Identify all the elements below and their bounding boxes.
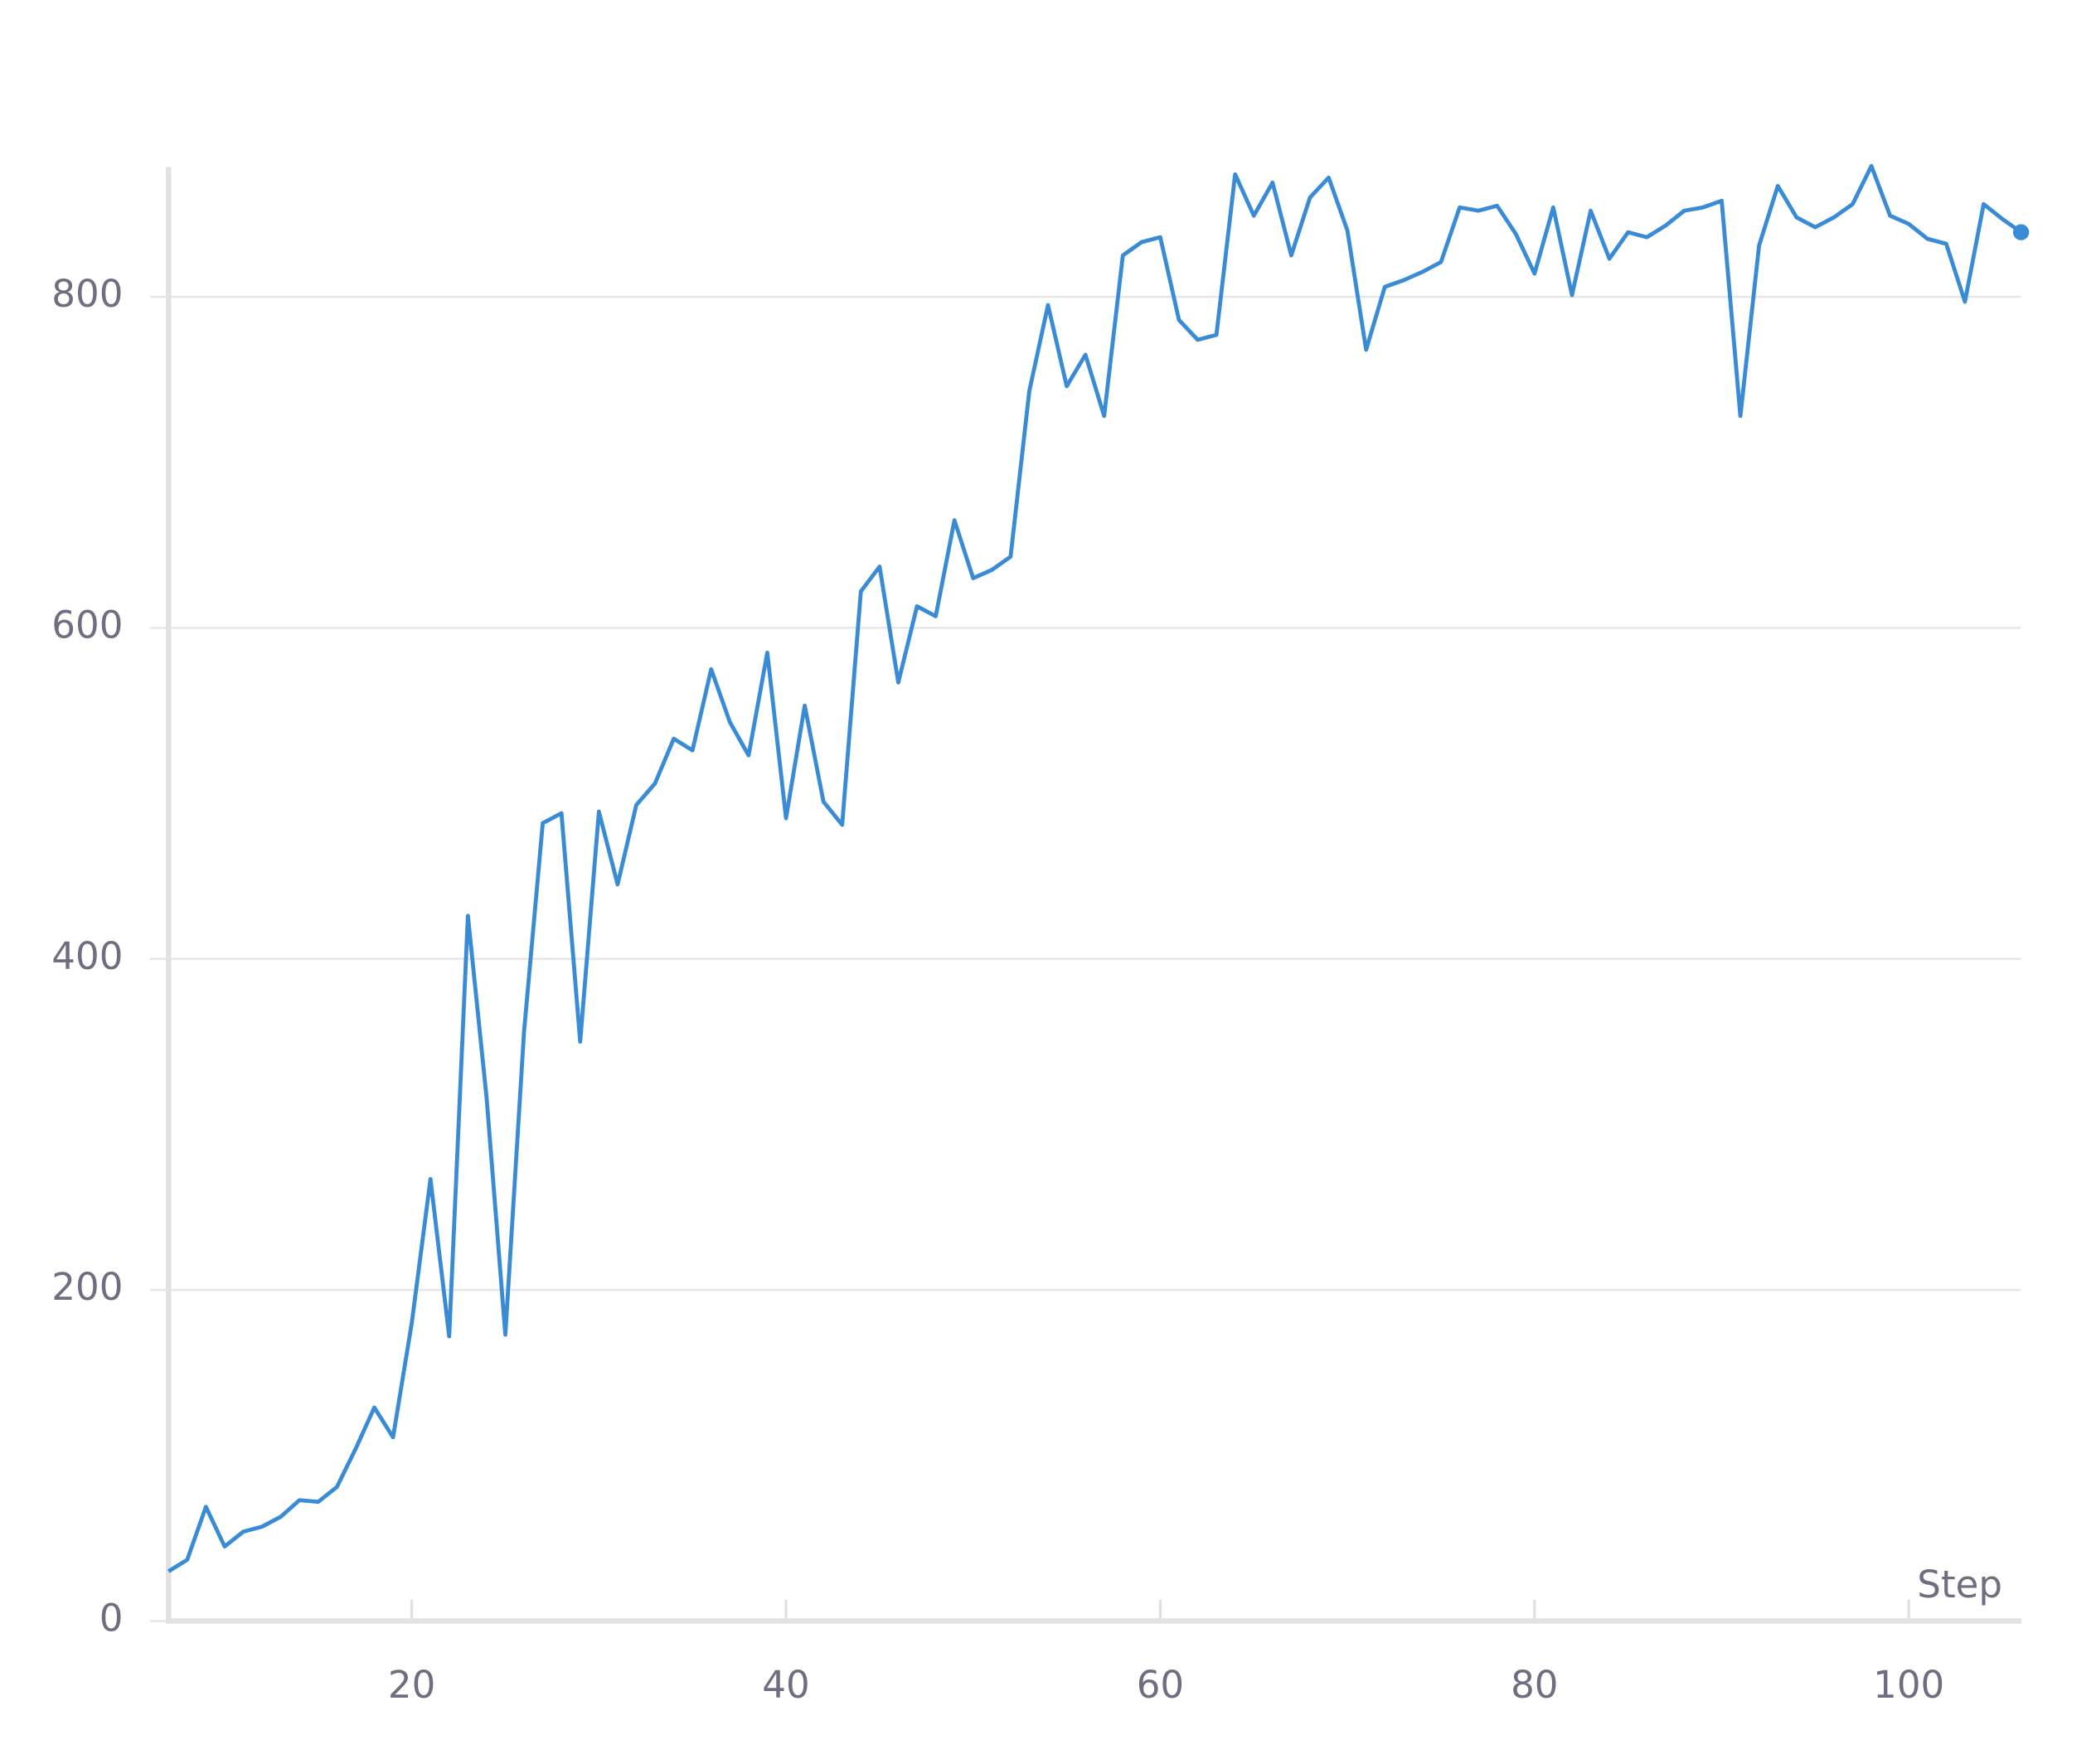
y-tick-label: 800 bbox=[51, 272, 123, 316]
y-tick-label: 0 bbox=[99, 1597, 124, 1640]
x-tick-label: 80 bbox=[1511, 1663, 1558, 1707]
y-tick-label: 400 bbox=[51, 934, 123, 978]
x-tick-label: 20 bbox=[388, 1663, 435, 1707]
end-marker bbox=[2012, 224, 2030, 240]
x-tick-label: 40 bbox=[762, 1663, 809, 1707]
y-tick-label: 600 bbox=[51, 603, 123, 647]
x-axis-label: Step bbox=[1917, 1563, 2002, 1606]
x-tick-label: 60 bbox=[1137, 1663, 1184, 1707]
x-tick-label: 100 bbox=[1873, 1663, 1944, 1707]
y-tick-label: 200 bbox=[51, 1265, 123, 1309]
data-line bbox=[167, 163, 2023, 1573]
